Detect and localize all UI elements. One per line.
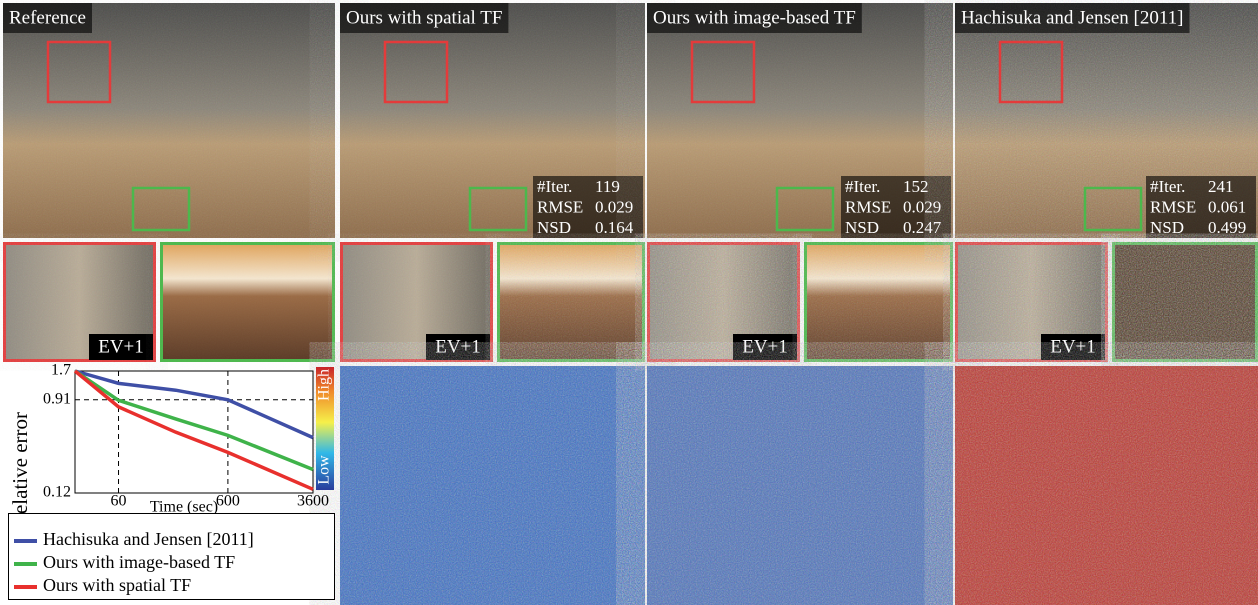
error-map-noise [647, 366, 953, 605]
legend-label: Ours with image-based TF [43, 552, 235, 572]
render-noise [3, 3, 335, 238]
colorbar-high: High [316, 369, 333, 401]
crop-label: EV+1 [742, 336, 788, 357]
y-tick-label: 0.91 [43, 390, 71, 407]
stat-label: RMSE [1150, 197, 1196, 216]
stat-value: 152 [903, 177, 929, 196]
stat-label: NSD [537, 218, 571, 237]
stat-value: 0.029 [903, 197, 941, 216]
panel-title: Reference [9, 7, 86, 28]
page: Reference EV+1 Ours with spatial TF #Iter. 1… [0, 0, 1258, 605]
stat-value: 119 [595, 177, 620, 196]
crop-green-noise [807, 245, 950, 359]
colorbar-low: Low [316, 455, 333, 485]
legend-label: Hachisuka and Jensen [2011] [43, 529, 254, 549]
crop-label: EV+1 [435, 336, 481, 357]
stat-value: 241 [1208, 177, 1234, 196]
stat-label: RMSE [845, 197, 891, 216]
panel-title: Ours with spatial TF [346, 7, 502, 28]
stat-label: #Iter. [1150, 177, 1185, 196]
stat-label: #Iter. [845, 177, 880, 196]
panel-title: Ours with image-based TF [653, 7, 856, 28]
stat-label: #Iter. [537, 177, 572, 196]
x-tick-label: 60 [111, 493, 127, 510]
stat-value: 0.499 [1208, 218, 1246, 237]
stat-value: 0.247 [903, 218, 942, 237]
y-tick-label: 1.7 [51, 362, 71, 379]
error-map-noise [955, 366, 1258, 605]
y-axis-label: Relative error [8, 412, 32, 528]
figure: Reference EV+1 Ours with spatial TF #Iter. 1… [0, 0, 1258, 605]
stat-label: NSD [845, 218, 879, 237]
crop-label: EV+1 [98, 336, 144, 357]
stat-value: 0.164 [595, 218, 634, 237]
crop-green-noise [1115, 245, 1255, 359]
x-tick-label: 3600 [297, 493, 329, 510]
panel-title: Hachisuka and Jensen [2011] [961, 7, 1183, 28]
legend-label: Ours with spatial TF [43, 575, 191, 595]
stat-label: NSD [1150, 218, 1184, 237]
crop-label: EV+1 [1050, 336, 1096, 357]
crop-green-noise [500, 245, 642, 359]
x-tick-label: 600 [216, 493, 240, 510]
crop-green-noise [163, 245, 332, 359]
stat-value: 0.061 [1208, 197, 1246, 216]
y-tick-label: 0.12 [43, 484, 71, 501]
stat-label: RMSE [537, 197, 583, 216]
stat-value: 0.029 [595, 197, 633, 216]
error-map-noise [340, 366, 645, 605]
